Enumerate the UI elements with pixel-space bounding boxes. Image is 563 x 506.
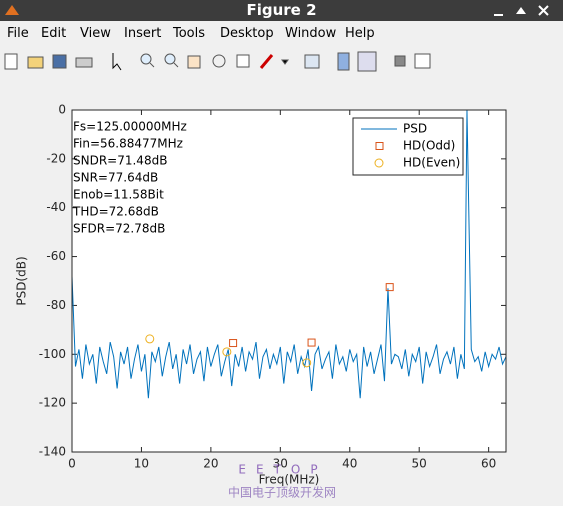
- title-bar: Figure 2: [0, 0, 563, 21]
- y-tick-label: -80: [46, 298, 66, 312]
- menu-item[interactable]: Insert: [124, 26, 162, 41]
- y-axis-label: PSD(dB): [15, 256, 29, 305]
- y-tick-label: -100: [39, 347, 66, 361]
- x-tick-label: 10: [134, 457, 149, 471]
- legend-label: PSD: [403, 122, 427, 136]
- x-tick-label: 40: [342, 457, 357, 471]
- axes-box: [71, 109, 507, 453]
- window-title: Figure 2: [246, 1, 317, 19]
- y-tick-label: -60: [46, 249, 66, 263]
- x-tick-label: 50: [412, 457, 427, 471]
- legend-label: HD(Odd): [403, 139, 455, 153]
- menu-item[interactable]: View: [80, 26, 111, 41]
- hd-even-marker: [145, 334, 155, 344]
- y-tick-label: -140: [39, 445, 66, 459]
- menu-item[interactable]: Help: [345, 26, 375, 41]
- menu-item[interactable]: Desktop: [220, 26, 274, 41]
- menu-item[interactable]: Edit: [41, 26, 67, 41]
- legend-swatch: [374, 158, 384, 168]
- hd-odd-marker: [307, 338, 316, 347]
- annotation: THD=72.68dB: [72, 205, 159, 219]
- window-buttons[interactable]: [492, 3, 558, 18]
- hd-odd-marker: [229, 339, 238, 348]
- hd-even-marker: [222, 347, 232, 357]
- annotation: Fin=56.88477MHz: [73, 137, 183, 151]
- annotation: SFDR=72.78dB: [73, 222, 165, 236]
- annotation: Enob=11.58Bit: [73, 188, 164, 202]
- x-tick-label: 30: [273, 457, 288, 471]
- app-icon: [5, 5, 19, 15]
- y-tick-label: -40: [46, 200, 66, 214]
- legend-label: HD(Even): [403, 156, 460, 170]
- toolbar: [0, 46, 563, 77]
- y-tick-label: 0: [58, 103, 66, 117]
- menu-bar: File Edit View Insert Tools Desktop Window Help: [0, 23, 563, 45]
- toolbar-icons[interactable]: [0, 46, 563, 76]
- legend-box: [352, 117, 464, 176]
- y-tick-label: -20: [46, 151, 66, 165]
- menu-item[interactable]: File: [7, 26, 29, 41]
- annotation: SNDR=71.48dB: [73, 154, 167, 168]
- annotation: Fs=125.00000MHz: [73, 120, 187, 134]
- x-tick-label: 0: [68, 457, 76, 471]
- x-axis-label: Freq(MHz): [259, 473, 320, 487]
- x-tick-label: 60: [481, 457, 496, 471]
- psd-line: [72, 110, 506, 399]
- watermark-text: 中国电子顶级开发网: [228, 485, 336, 500]
- watermark-logo: EETOP: [238, 463, 327, 477]
- menu-item[interactable]: Window: [285, 26, 337, 41]
- menu-item[interactable]: Tools: [173, 26, 206, 41]
- legend-swatch: [375, 142, 384, 150]
- y-tick-label: -120: [39, 396, 66, 410]
- hd-odd-marker: [385, 283, 394, 292]
- annotation: SNR=77.64dB: [73, 171, 158, 185]
- hd-even-marker: [302, 358, 312, 368]
- x-tick-label: 20: [203, 457, 218, 471]
